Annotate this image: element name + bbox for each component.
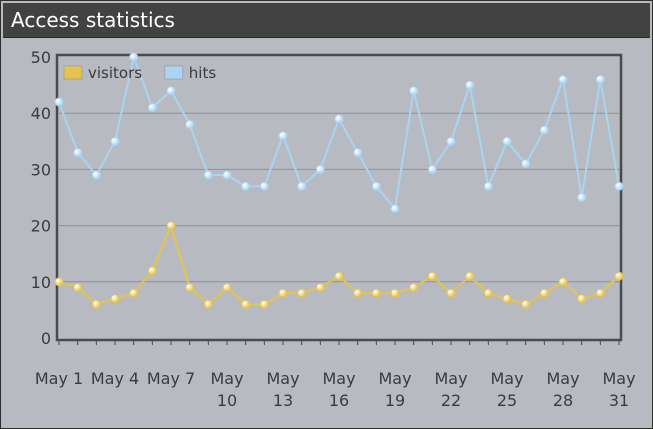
- hits-point-18: [371, 181, 381, 191]
- visitors-point-21: [427, 271, 437, 281]
- x-tick-label-31: May 31: [602, 369, 635, 410]
- hits-point-20: [409, 86, 419, 96]
- legend-swatch-hits: [164, 65, 184, 80]
- visitors-point-5: [129, 288, 139, 298]
- visitors-point-24: [483, 288, 493, 298]
- x-tick-label-1: May 1: [35, 369, 83, 388]
- y-tick-label-10: 10: [31, 273, 51, 292]
- visitors-point-9: [203, 299, 213, 309]
- visitors-point-22: [446, 288, 456, 298]
- y-tick-label-40: 40: [31, 104, 51, 123]
- visitors-point-7: [166, 221, 176, 231]
- hits-point-25: [502, 136, 512, 146]
- hits-point-1: [54, 97, 64, 107]
- hits-point-14: [297, 181, 307, 191]
- visitors-point-13: [278, 288, 288, 298]
- visitors-point-2: [73, 283, 83, 292]
- visitors-point-28: [558, 277, 568, 287]
- visitors-point-19: [390, 288, 400, 298]
- hits-point-31: [614, 181, 624, 191]
- visitors-point-12: [259, 299, 269, 309]
- hits-point-10: [222, 170, 232, 180]
- hits-point-27: [539, 125, 549, 135]
- hits-point-2: [73, 148, 83, 157]
- visitors-point-31: [614, 271, 624, 281]
- hits-point-12: [259, 181, 269, 191]
- visitors-point-11: [241, 299, 251, 309]
- x-tick-label-25: May 25: [490, 369, 523, 410]
- hits-point-30: [595, 75, 605, 84]
- widget-title: Access statistics: [11, 8, 175, 32]
- visitors-point-3: [91, 299, 101, 309]
- hits-point-9: [203, 170, 213, 180]
- x-tick-label-22: May 22: [434, 369, 467, 410]
- x-tick-label-13: May 13: [266, 369, 299, 410]
- visitors-point-27: [539, 288, 549, 298]
- hits-point-4: [110, 136, 120, 146]
- hits-point-29: [577, 193, 587, 202]
- visitors-point-6: [147, 266, 157, 275]
- hits-point-3: [91, 170, 101, 180]
- x-tick-label-16: May 16: [322, 369, 355, 410]
- visitors-point-18: [371, 288, 381, 298]
- visitors-point-23: [465, 271, 475, 281]
- x-tick-label-19: May 19: [378, 369, 411, 410]
- hits-point-19: [390, 204, 400, 214]
- visitors-point-17: [353, 288, 363, 298]
- hits-point-5: [129, 52, 139, 62]
- visitors-point-10: [222, 283, 232, 292]
- hits-point-6: [147, 103, 157, 112]
- visitors-point-15: [315, 283, 325, 292]
- legend-label-hits: hits: [189, 64, 217, 82]
- visitors-point-20: [409, 283, 419, 292]
- y-tick-label-0: 0: [41, 329, 51, 348]
- series-line-visitors: [58, 224, 620, 306]
- hits-point-15: [315, 164, 325, 174]
- visitors-point-8: [185, 283, 195, 292]
- hits-point-23: [465, 80, 475, 90]
- hits-point-8: [185, 120, 195, 129]
- hits-point-7: [166, 86, 176, 96]
- visitors-point-1: [54, 277, 64, 287]
- legend-label-visitors: visitors: [88, 64, 142, 82]
- visitors-point-26: [521, 299, 531, 309]
- visitors-point-29: [577, 294, 587, 304]
- y-tick-label-30: 30: [31, 160, 51, 179]
- visitors-point-30: [595, 288, 605, 298]
- visitors-point-16: [334, 271, 344, 281]
- hits-point-28: [558, 75, 568, 84]
- y-tick-label-20: 20: [31, 217, 51, 236]
- hits-point-21: [427, 164, 437, 174]
- x-tick-label-4: May 4: [91, 369, 139, 388]
- hits-point-17: [353, 148, 363, 157]
- hits-point-24: [483, 181, 493, 191]
- hits-point-22: [446, 136, 456, 146]
- x-tick-label-10: May 10: [210, 369, 243, 410]
- hits-point-16: [334, 114, 344, 124]
- hits-point-11: [241, 181, 251, 191]
- title-bar: Access statistics: [3, 3, 650, 38]
- x-tick-label-28: May 28: [546, 369, 579, 410]
- hits-point-26: [521, 159, 531, 169]
- visitors-point-14: [297, 288, 307, 298]
- series-line-hits: [58, 56, 620, 210]
- x-tick-label-7: May 7: [147, 369, 195, 388]
- legend-swatch-visitors: [63, 65, 83, 80]
- hits-point-13: [278, 131, 288, 141]
- y-tick-label-50: 50: [31, 48, 51, 67]
- visitors-point-4: [110, 294, 120, 304]
- visitors-point-25: [502, 294, 512, 304]
